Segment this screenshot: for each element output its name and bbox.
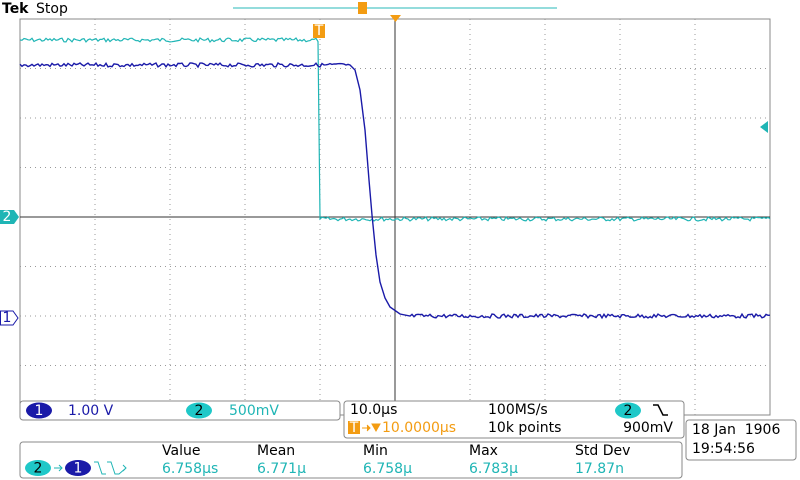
ch2-scale: 500mV (229, 403, 279, 419)
record-length: 10k points (488, 420, 561, 436)
record-trigger-marker (358, 2, 367, 14)
status: Stop (36, 1, 68, 17)
meas-column-header: Max (469, 443, 498, 459)
meas-source-b-badge (65, 460, 91, 476)
ch2-badge (186, 402, 212, 419)
date: 18 Jan 1906 (692, 422, 780, 438)
horizontal-delay: 10.0000µs (382, 420, 456, 436)
ch2-ground-marker (0, 210, 19, 224)
timebase-panel (343, 400, 685, 439)
delay-trigger-badge (348, 421, 360, 434)
meas-column-header: Min (363, 443, 388, 459)
ch2-badge-label: 2 (195, 403, 204, 419)
meas-value: 6.783µ (469, 461, 518, 477)
meas-edges-icon (94, 461, 127, 475)
time: 19:54:56 (692, 441, 755, 457)
meas-value: 6.758µ (363, 461, 412, 477)
meas-column-header: Mean (257, 443, 295, 459)
horizontal-scale: 10.0µs (350, 402, 397, 418)
ch1-ground-marker (0, 310, 19, 326)
trigger-marker-label: T (314, 23, 324, 39)
delay-trigger-label: T (349, 420, 359, 436)
trigger-position-arrow (390, 15, 401, 22)
trigger-level-arrow (760, 121, 768, 133)
ch1-badge-label: 1 (35, 403, 44, 419)
measurement-panel (19, 441, 683, 479)
trigger-source: 2 (624, 403, 633, 419)
ch1-badge (26, 402, 52, 419)
meas-column-header: Value (162, 443, 200, 459)
meas-arrow (54, 464, 63, 472)
ch1-ground-label: 1 (3, 310, 12, 326)
meas-value: 17.87n (575, 461, 624, 477)
trigger-level: 900mV (623, 420, 673, 436)
meas-value: 6.771µ (257, 461, 306, 477)
brand: Tek (2, 1, 29, 17)
meas-source-b: 1 (74, 461, 83, 477)
graticule (19, 18, 771, 416)
channel-1-trace (19, 61, 771, 320)
sample-rate: 100MS/s (488, 402, 548, 418)
datetime-panel (685, 419, 797, 461)
meas-column-header: Std Dev (575, 443, 630, 459)
ch2-ground-label: 2 (3, 209, 12, 225)
meas-source-a: 2 (34, 461, 43, 477)
trigger-source-badge (615, 402, 641, 419)
trigger-marker (313, 24, 325, 38)
meas-value: 6.758µs (162, 461, 218, 477)
ch1-scale: 1.00 V (68, 403, 114, 419)
meas-source-a-badge (25, 460, 51, 476)
channel-panel (19, 400, 341, 421)
channel-2-trace (19, 37, 771, 222)
measurement-table: Value 6.758µs Mean 6.771µ Min 6.758µ Max 6.783µ… (162, 443, 630, 477)
falling-edge-icon (653, 404, 668, 416)
delay-arrow (362, 423, 381, 433)
